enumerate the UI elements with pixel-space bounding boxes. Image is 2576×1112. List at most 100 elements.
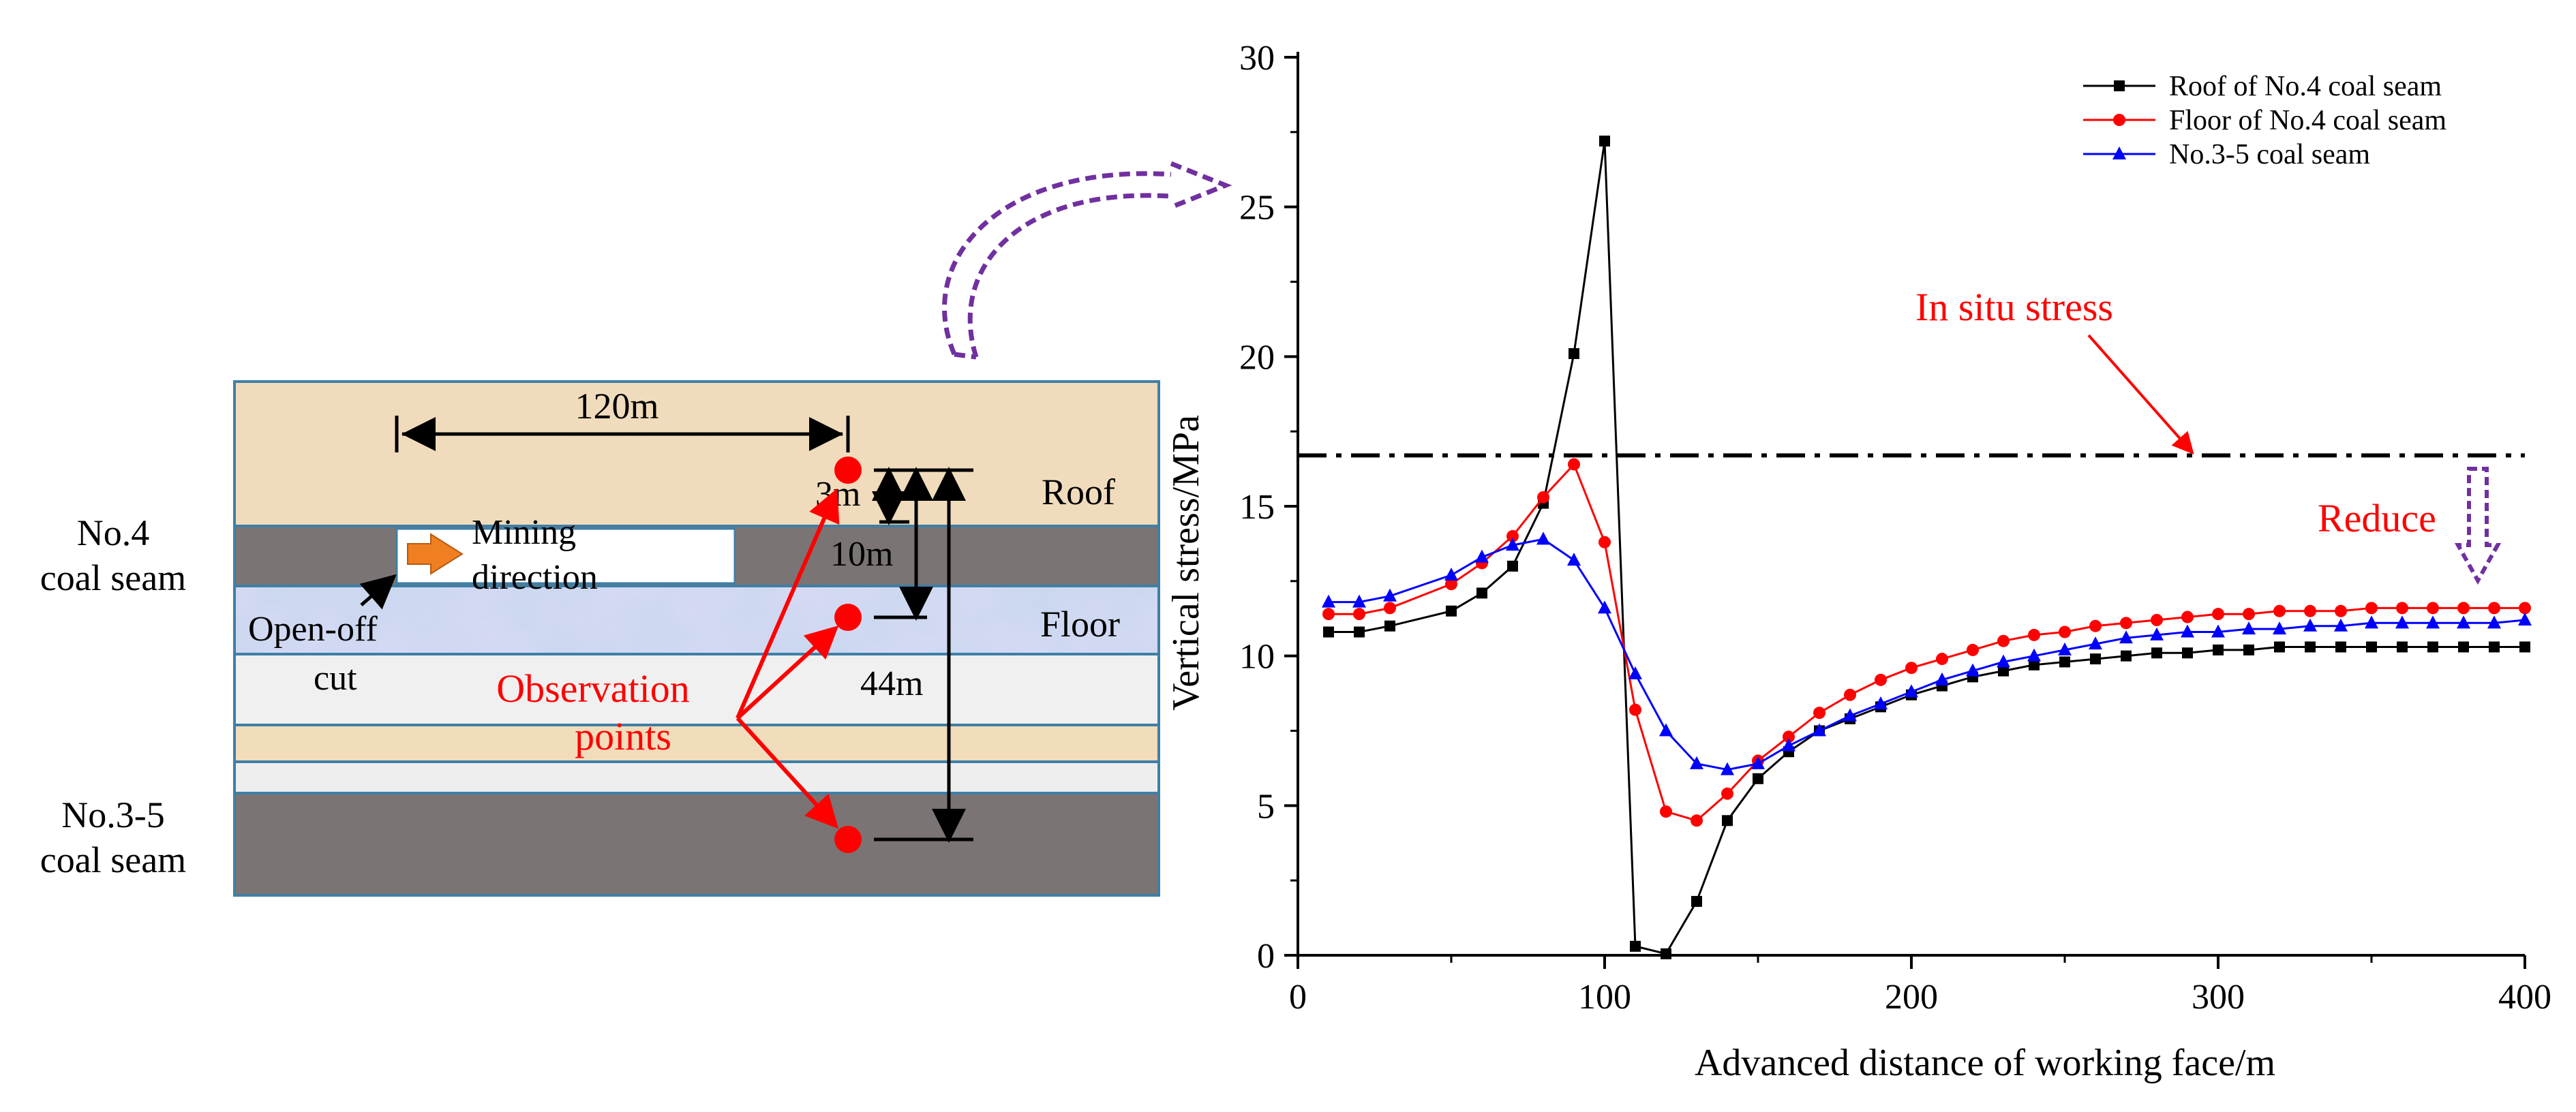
data-point bbox=[2027, 648, 2041, 662]
x-tick-label: 400 bbox=[2498, 978, 2551, 1017]
legend-label: No.3-5 coal seam bbox=[2169, 139, 2370, 170]
data-point bbox=[2489, 641, 2500, 653]
vertical-dimensions bbox=[872, 467, 973, 843]
y-tick-label: 15 bbox=[1239, 488, 1275, 527]
series-line bbox=[1329, 538, 2526, 771]
data-point bbox=[1384, 620, 1395, 632]
data-point bbox=[1599, 136, 1610, 147]
data-point bbox=[2150, 627, 2164, 640]
no4-seam-label-1: No.4 bbox=[77, 512, 150, 553]
observation-point-floor bbox=[834, 604, 862, 631]
data-point bbox=[1813, 707, 1825, 720]
open-off-cut-pointer bbox=[359, 574, 397, 610]
legend-label: Floor of No.4 coal seam bbox=[2169, 105, 2446, 136]
data-point bbox=[2426, 615, 2440, 629]
data-point bbox=[2028, 628, 2040, 641]
data-point bbox=[1629, 703, 1641, 716]
middle-sandstone-layer bbox=[234, 725, 1159, 762]
data-point bbox=[1691, 814, 1703, 827]
y-tick-label: 0 bbox=[1257, 937, 1275, 976]
data-point bbox=[2427, 641, 2438, 653]
data-point bbox=[1323, 626, 1334, 638]
data-point bbox=[1690, 756, 1703, 769]
legend-marker bbox=[2113, 114, 2125, 126]
data-point bbox=[1659, 723, 1673, 737]
light-rock-layer bbox=[234, 654, 1159, 725]
data-point bbox=[1322, 608, 1335, 621]
data-point bbox=[1507, 560, 1518, 572]
data-point bbox=[1721, 762, 1734, 775]
no35-coal-layer bbox=[234, 793, 1159, 895]
data-point bbox=[1384, 602, 1396, 615]
observation-point-no35 bbox=[834, 826, 862, 853]
data-point bbox=[1875, 673, 1887, 686]
data-point bbox=[1935, 672, 1949, 685]
stress-chart: 0 100 200 300 400 0 5 10 15 20 25 30 Advanced dista… bbox=[1165, 39, 2551, 1084]
data-point bbox=[2121, 650, 2132, 662]
data-point bbox=[2181, 611, 2194, 623]
data-point bbox=[2305, 641, 2316, 653]
data-point bbox=[1874, 696, 1888, 709]
data-point bbox=[1567, 553, 1581, 566]
x-tick-label: 0 bbox=[1289, 978, 1307, 1017]
y-axis-label: Vertical stress/MPa bbox=[1165, 415, 1207, 711]
connector-curved-arrow bbox=[942, 161, 1232, 360]
data-point bbox=[2366, 641, 2377, 653]
observation-pointers bbox=[736, 488, 840, 829]
mining-direction-label-2: direction bbox=[472, 558, 598, 597]
data-point bbox=[1506, 529, 1519, 542]
data-point bbox=[1691, 895, 1702, 907]
data-point bbox=[1967, 643, 1979, 656]
data-point bbox=[1569, 348, 1579, 359]
reduce-arrow-icon bbox=[2454, 467, 2502, 585]
data-point bbox=[2519, 641, 2530, 653]
data-point bbox=[2274, 641, 2285, 653]
data-point bbox=[2151, 647, 2162, 659]
legend-marker bbox=[2114, 80, 2125, 91]
observation-point-roof bbox=[834, 457, 862, 484]
data-point bbox=[1446, 605, 1457, 617]
x-tick-label: 300 bbox=[2192, 978, 2245, 1017]
data-point bbox=[2457, 602, 2470, 615]
data-point bbox=[2182, 647, 2193, 659]
data-point bbox=[2335, 641, 2346, 653]
roof-sandstone-texture bbox=[234, 382, 1159, 526]
data-point bbox=[1721, 787, 1733, 800]
data-point bbox=[1905, 662, 1918, 675]
data-point bbox=[1354, 626, 1365, 638]
data-point bbox=[2365, 615, 2378, 629]
data-point bbox=[2519, 602, 2531, 615]
mining-direction-arrow bbox=[407, 533, 464, 575]
data-point bbox=[1444, 568, 1458, 581]
data-point bbox=[2211, 624, 2225, 638]
no35-seam-label-2: coal seam bbox=[40, 839, 186, 880]
data-point bbox=[2365, 602, 2378, 615]
dim-10m-label: 10m bbox=[830, 535, 893, 574]
data-point bbox=[1661, 948, 1671, 959]
data-point bbox=[1598, 536, 1611, 549]
data-point bbox=[2457, 615, 2470, 629]
legend-label: Roof of No.4 coal seam bbox=[2169, 71, 2442, 102]
data-point bbox=[1476, 587, 1487, 599]
data-point bbox=[2059, 656, 2070, 668]
x-tick-label: 100 bbox=[1578, 978, 1631, 1017]
data-point bbox=[2397, 641, 2408, 653]
dimension-120m bbox=[395, 416, 850, 452]
data-point bbox=[1998, 665, 2009, 677]
roof-label: Roof bbox=[1042, 472, 1115, 512]
data-point bbox=[2090, 653, 2101, 665]
data-point bbox=[2213, 644, 2224, 655]
y-tick-label: 10 bbox=[1239, 638, 1275, 677]
data-point bbox=[1966, 663, 1980, 677]
data-point bbox=[1753, 773, 1763, 784]
floor-label: Floor bbox=[1040, 604, 1120, 645]
data-point bbox=[2089, 636, 2102, 650]
data-point bbox=[1568, 458, 1580, 471]
data-point bbox=[2458, 641, 2469, 653]
data-point bbox=[2119, 630, 2133, 644]
data-point bbox=[2029, 659, 2040, 670]
data-point bbox=[2487, 615, 2501, 629]
data-point bbox=[2395, 615, 2409, 629]
data-point bbox=[1445, 578, 1457, 591]
